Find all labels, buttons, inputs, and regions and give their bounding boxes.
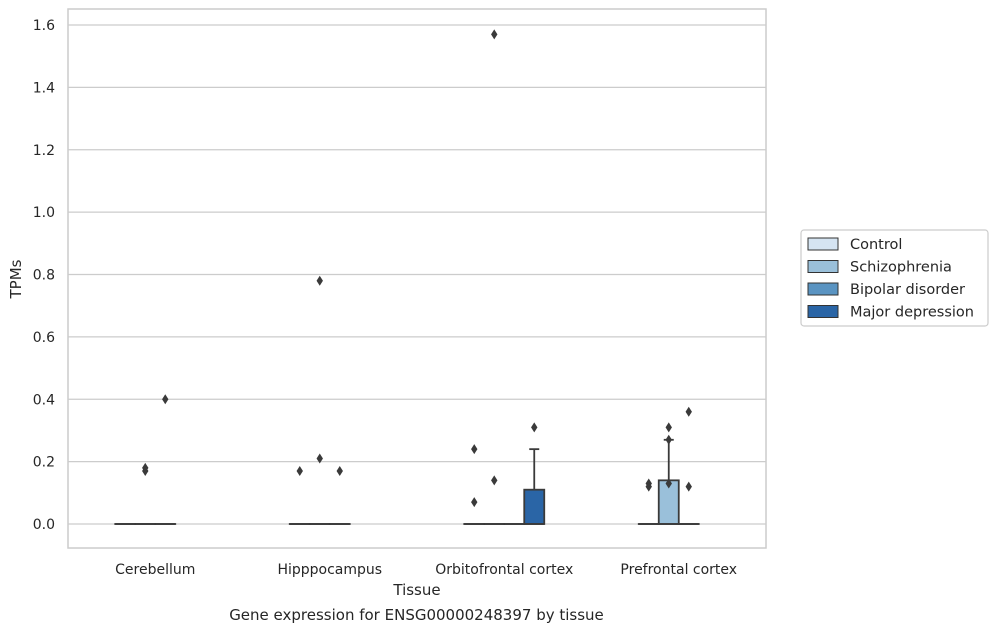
outlier-point	[531, 422, 538, 433]
legend-swatch	[807, 305, 839, 318]
outlier-point	[685, 406, 692, 417]
outlier-point	[316, 453, 323, 464]
legend-label: Major depression	[850, 305, 974, 321]
legend: Control Schizophrenia Bipolar disorder Majo…	[800, 229, 989, 327]
y-tick-label: 0.8	[33, 268, 55, 284]
y-gridlines	[68, 24, 766, 525]
box-plot-series	[114, 438, 700, 525]
x-tick-label: Hipppocampus	[277, 562, 382, 578]
outlier-point	[471, 497, 478, 508]
outlier-point	[665, 478, 672, 489]
figure-caption: Gene expression for ENSG00000248397 by t…	[229, 606, 604, 624]
y-tick-label: 0.2	[33, 455, 55, 471]
y-axis-ticks: 0.0 0.2 0.4 0.6 0.8 1.0 1.2 1.4 1.6	[33, 18, 55, 533]
outlier-point	[685, 481, 692, 492]
outlier-point	[316, 275, 323, 286]
y-tick-label: 1.0	[33, 205, 55, 221]
y-axis-label: TPMs	[7, 259, 25, 299]
x-tick-label: Cerebellum	[115, 562, 195, 578]
outlier-points	[142, 29, 692, 508]
y-tick-label: 1.4	[33, 80, 55, 96]
outlier-point	[665, 422, 672, 433]
legend-label: Schizophrenia	[850, 260, 952, 276]
legend-swatch	[807, 260, 839, 273]
legend-frame	[800, 229, 989, 327]
legend-swatch	[807, 282, 839, 296]
outlier-point	[296, 465, 303, 476]
x-tick-label: Prefrontal cortex	[620, 562, 737, 578]
box	[523, 488, 546, 525]
outlier-point	[491, 475, 498, 486]
x-tick-label: Orbitofrontal cortex	[435, 562, 573, 578]
y-tick-label: 1.2	[33, 143, 55, 159]
outlier-point	[491, 29, 498, 40]
y-tick-label: 1.6	[33, 18, 55, 34]
y-tick-label: 0.6	[33, 330, 55, 346]
legend-label: Bipolar disorder	[850, 282, 965, 298]
x-axis-ticks: Cerebellum Hipppocampus Orbitofrontal cort…	[115, 562, 737, 578]
plot-area-frame	[67, 8, 767, 549]
y-tick-label: 0.0	[33, 517, 55, 533]
x-axis-label: Tissue	[392, 581, 440, 599]
outlier-point	[645, 481, 652, 492]
outlier-point	[336, 465, 343, 476]
legend-label: Control	[850, 237, 902, 253]
outlier-point	[665, 434, 672, 445]
legend-swatch	[807, 237, 839, 251]
outlier-point	[471, 444, 478, 455]
outlier-point	[162, 394, 169, 405]
outlier-point	[142, 465, 149, 476]
y-tick-label: 0.4	[33, 392, 55, 408]
